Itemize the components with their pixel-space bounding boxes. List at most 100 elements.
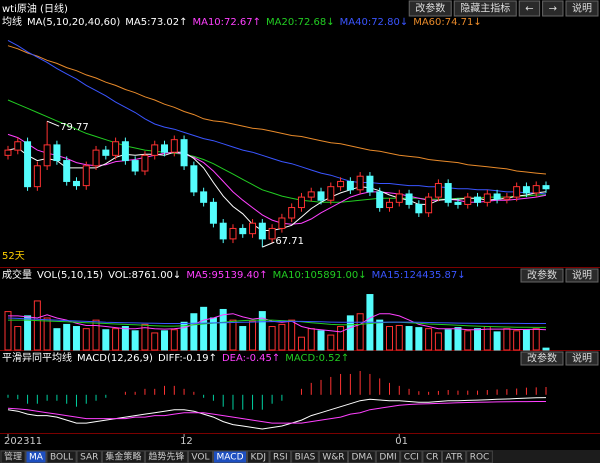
tab[interactable] xyxy=(144,450,188,463)
tab-label[interactable]: W&R xyxy=(322,453,344,463)
tab[interactable] xyxy=(466,450,493,463)
tab-label[interactable]: BIAS xyxy=(295,453,316,463)
button[interactable] xyxy=(542,0,564,17)
button[interactable] xyxy=(565,268,599,283)
volume-bar xyxy=(180,321,188,351)
volume-bar xyxy=(14,326,22,351)
volume-bar xyxy=(141,323,149,351)
tab-label[interactable]: VOL xyxy=(191,453,209,463)
button[interactable] xyxy=(408,0,452,17)
volume-bar xyxy=(63,323,71,351)
panel-title: 成交量 xyxy=(2,268,32,281)
tab-label[interactable]: MA xyxy=(29,453,44,463)
tab-label[interactable]: RSI xyxy=(273,453,288,463)
tab[interactable] xyxy=(375,450,401,463)
tab[interactable] xyxy=(422,450,442,463)
volume-bar xyxy=(53,328,61,351)
tab[interactable] xyxy=(318,450,348,463)
volume-bar xyxy=(532,328,540,351)
tab[interactable] xyxy=(25,450,47,463)
candle-body xyxy=(376,191,384,209)
button[interactable] xyxy=(453,0,517,17)
tab[interactable] xyxy=(213,450,247,463)
tab[interactable] xyxy=(269,450,292,463)
volume-bar xyxy=(405,326,413,351)
button-label[interactable]: ← xyxy=(525,4,533,15)
tab-label[interactable]: KDJ xyxy=(251,453,267,463)
volume-bar xyxy=(327,334,335,351)
tab[interactable] xyxy=(187,450,214,463)
tab-label[interactable]: CCI xyxy=(404,453,419,463)
button-label[interactable]: 改参数 xyxy=(527,269,557,282)
button-label[interactable]: 说明 xyxy=(572,269,592,282)
max-label: 79.77 xyxy=(60,122,89,133)
volume-bar xyxy=(72,326,80,351)
candle-body xyxy=(503,196,511,200)
button[interactable] xyxy=(518,0,541,17)
tab-label[interactable]: ATR xyxy=(446,453,463,463)
volume-bar xyxy=(376,319,384,351)
volume-bar xyxy=(170,329,178,351)
tab-label[interactable]: BOLL xyxy=(50,453,73,463)
tab-label[interactable]: 管理 xyxy=(4,451,22,463)
candle-body xyxy=(297,196,305,209)
volume-bar xyxy=(102,329,110,351)
volume-bar xyxy=(483,326,491,351)
tab-label[interactable]: MACD xyxy=(217,453,244,463)
tab[interactable] xyxy=(76,450,102,463)
tab[interactable] xyxy=(101,450,145,463)
line xyxy=(7,45,547,175)
volume-bar xyxy=(131,330,139,351)
volume-bar xyxy=(474,328,482,351)
candle-body xyxy=(200,191,208,203)
x-tick-label: 12 xyxy=(180,436,193,447)
button-label[interactable]: → xyxy=(549,4,557,15)
candle-body xyxy=(434,183,442,198)
tab[interactable] xyxy=(400,450,423,463)
button[interactable] xyxy=(520,268,564,283)
volume-bar xyxy=(356,313,364,351)
tab[interactable] xyxy=(442,450,467,463)
tab[interactable] xyxy=(348,450,376,463)
button-label[interactable]: 说明 xyxy=(572,352,592,365)
tab-label[interactable]: 集金策略 xyxy=(105,451,141,463)
chart-title: wti原油 (日线) xyxy=(2,2,68,15)
button-label[interactable]: 改参数 xyxy=(527,352,557,365)
button[interactable] xyxy=(565,351,599,366)
tab[interactable] xyxy=(247,450,270,463)
tab-label[interactable]: DMI xyxy=(379,453,396,463)
candle-body xyxy=(464,196,472,205)
button-label[interactable]: 隐藏主指标 xyxy=(460,2,510,15)
button-label[interactable]: 说明 xyxy=(572,2,592,15)
candle-body xyxy=(385,201,393,209)
tab-label[interactable]: CR xyxy=(426,453,439,463)
tab[interactable] xyxy=(46,450,77,463)
candle-body xyxy=(474,196,482,203)
candle-body xyxy=(278,217,286,229)
candle-body xyxy=(4,149,12,156)
x-tick-label: 01 xyxy=(395,436,408,447)
tab-label[interactable]: DMA xyxy=(352,453,374,463)
legend-entry: MA10:72.67↑ xyxy=(192,17,261,28)
candle-body xyxy=(513,186,521,198)
tab-label[interactable]: SAR xyxy=(80,453,98,463)
volume-bar xyxy=(317,330,325,351)
candle-body xyxy=(307,191,315,198)
volume-bar xyxy=(522,329,530,351)
button[interactable] xyxy=(520,351,564,366)
tab[interactable] xyxy=(291,450,319,463)
candle-body xyxy=(483,193,491,203)
tab[interactable] xyxy=(0,450,26,463)
leader-line xyxy=(46,120,60,127)
candle-body xyxy=(405,193,413,205)
volume-bar xyxy=(493,331,501,351)
button-label[interactable]: 改参数 xyxy=(415,2,445,15)
tab-label[interactable]: 趋势先锋 xyxy=(148,451,184,463)
line xyxy=(7,401,546,424)
legend-entry: MA60:74.71↓ xyxy=(413,17,482,28)
button[interactable] xyxy=(565,0,599,17)
volume-bar xyxy=(229,319,237,351)
volume-bar xyxy=(239,326,247,351)
tab-label[interactable]: ROC xyxy=(470,453,490,463)
